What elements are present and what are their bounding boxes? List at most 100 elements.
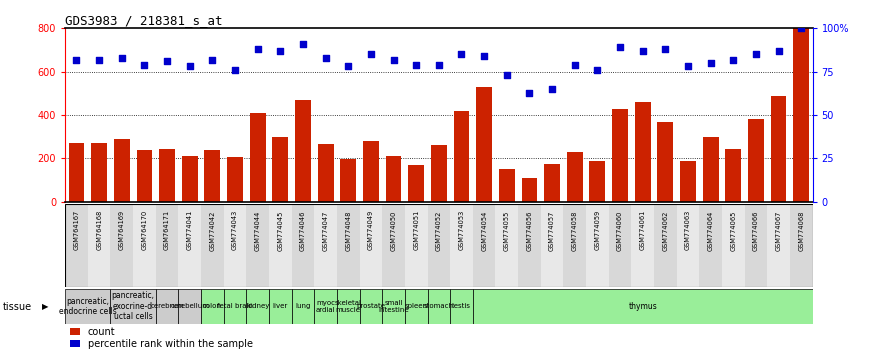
Text: prostate: prostate (356, 303, 386, 309)
Text: GSM774043: GSM774043 (232, 210, 238, 251)
Bar (386, 156, 401, 202)
Text: GSM774067: GSM774067 (775, 210, 781, 251)
Bar (541, 204, 563, 287)
Point (522, 90, 536, 95)
Bar (292, 204, 315, 287)
Bar (473, 289, 813, 324)
Text: GSM774049: GSM774049 (368, 210, 374, 251)
Bar (454, 111, 469, 202)
Text: stomach: stomach (424, 303, 454, 309)
Bar (405, 204, 428, 287)
Bar (431, 145, 447, 202)
Point (772, 48, 786, 54)
Text: cerebrum: cerebrum (150, 303, 184, 309)
Bar (315, 204, 337, 287)
Bar (382, 204, 405, 287)
Bar (269, 289, 292, 324)
Bar (612, 109, 628, 202)
Bar (382, 289, 405, 324)
Bar (337, 204, 360, 287)
Point (137, 62, 151, 68)
Bar (745, 204, 767, 287)
Bar (771, 96, 786, 202)
Bar (156, 204, 178, 287)
Bar (133, 204, 156, 287)
Bar (159, 149, 175, 202)
Text: thymus: thymus (628, 302, 657, 311)
Bar (182, 156, 197, 202)
Text: tissue: tissue (3, 302, 32, 312)
Text: GSM774062: GSM774062 (662, 210, 668, 251)
Text: GSM774060: GSM774060 (617, 210, 623, 251)
Text: GSM774053: GSM774053 (459, 210, 465, 251)
Text: spleen: spleen (405, 303, 428, 309)
Bar (292, 289, 315, 324)
Point (636, 48, 650, 54)
Bar (408, 165, 424, 202)
Text: cerebellum: cerebellum (170, 303, 209, 309)
Bar (223, 289, 246, 324)
Text: GSM764169: GSM764169 (119, 210, 125, 250)
Text: GSM774057: GSM774057 (549, 210, 555, 251)
Bar (110, 204, 133, 287)
Point (477, 53, 491, 59)
Text: GSM764167: GSM764167 (74, 210, 79, 251)
Text: GSM774059: GSM774059 (594, 210, 600, 251)
Bar (65, 204, 88, 287)
Bar (518, 204, 541, 287)
Text: GSM774041: GSM774041 (187, 210, 193, 251)
Point (794, 25, 808, 31)
Bar (88, 204, 110, 287)
Point (228, 67, 242, 73)
Bar (156, 289, 178, 324)
Point (274, 48, 288, 54)
Point (545, 86, 559, 92)
Point (70, 57, 83, 62)
Bar (341, 160, 356, 202)
Text: GSM774045: GSM774045 (277, 210, 283, 251)
Bar (201, 289, 223, 324)
Legend: count, percentile rank within the sample: count, percentile rank within the sample (70, 327, 253, 349)
Point (454, 52, 468, 57)
Bar (726, 149, 741, 202)
Text: GDS3983 / 218381_s_at: GDS3983 / 218381_s_at (65, 14, 222, 27)
Bar (657, 121, 673, 202)
Bar (136, 150, 152, 202)
Bar (499, 169, 514, 202)
Bar (790, 204, 813, 287)
Bar (476, 87, 492, 202)
Text: GSM774042: GSM774042 (209, 210, 216, 251)
Bar (227, 157, 243, 202)
Bar (110, 289, 156, 324)
Bar (360, 289, 382, 324)
Bar (608, 204, 632, 287)
Text: fetal brain: fetal brain (217, 303, 253, 309)
Bar (703, 137, 719, 202)
Bar (249, 113, 266, 202)
Bar (589, 161, 606, 202)
Text: GSM774050: GSM774050 (390, 210, 396, 251)
Text: GSM774061: GSM774061 (640, 210, 646, 251)
Bar (722, 204, 745, 287)
Text: GSM774048: GSM774048 (345, 210, 351, 251)
Bar (748, 119, 764, 202)
Bar (223, 204, 246, 287)
Point (567, 62, 581, 68)
Point (387, 57, 401, 62)
Bar (450, 289, 473, 324)
Bar (428, 204, 450, 287)
Bar (65, 289, 110, 324)
Bar (246, 204, 269, 287)
Bar (272, 137, 289, 202)
Bar (793, 28, 809, 202)
Text: GSM774055: GSM774055 (504, 210, 510, 251)
Point (251, 46, 265, 52)
Bar (654, 204, 677, 287)
Bar (204, 150, 221, 202)
Text: GSM764171: GSM764171 (164, 210, 170, 250)
Text: GSM774046: GSM774046 (300, 210, 306, 251)
Bar (178, 289, 201, 324)
Bar (521, 178, 537, 202)
Text: colon: colon (203, 303, 222, 309)
Bar (360, 204, 382, 287)
